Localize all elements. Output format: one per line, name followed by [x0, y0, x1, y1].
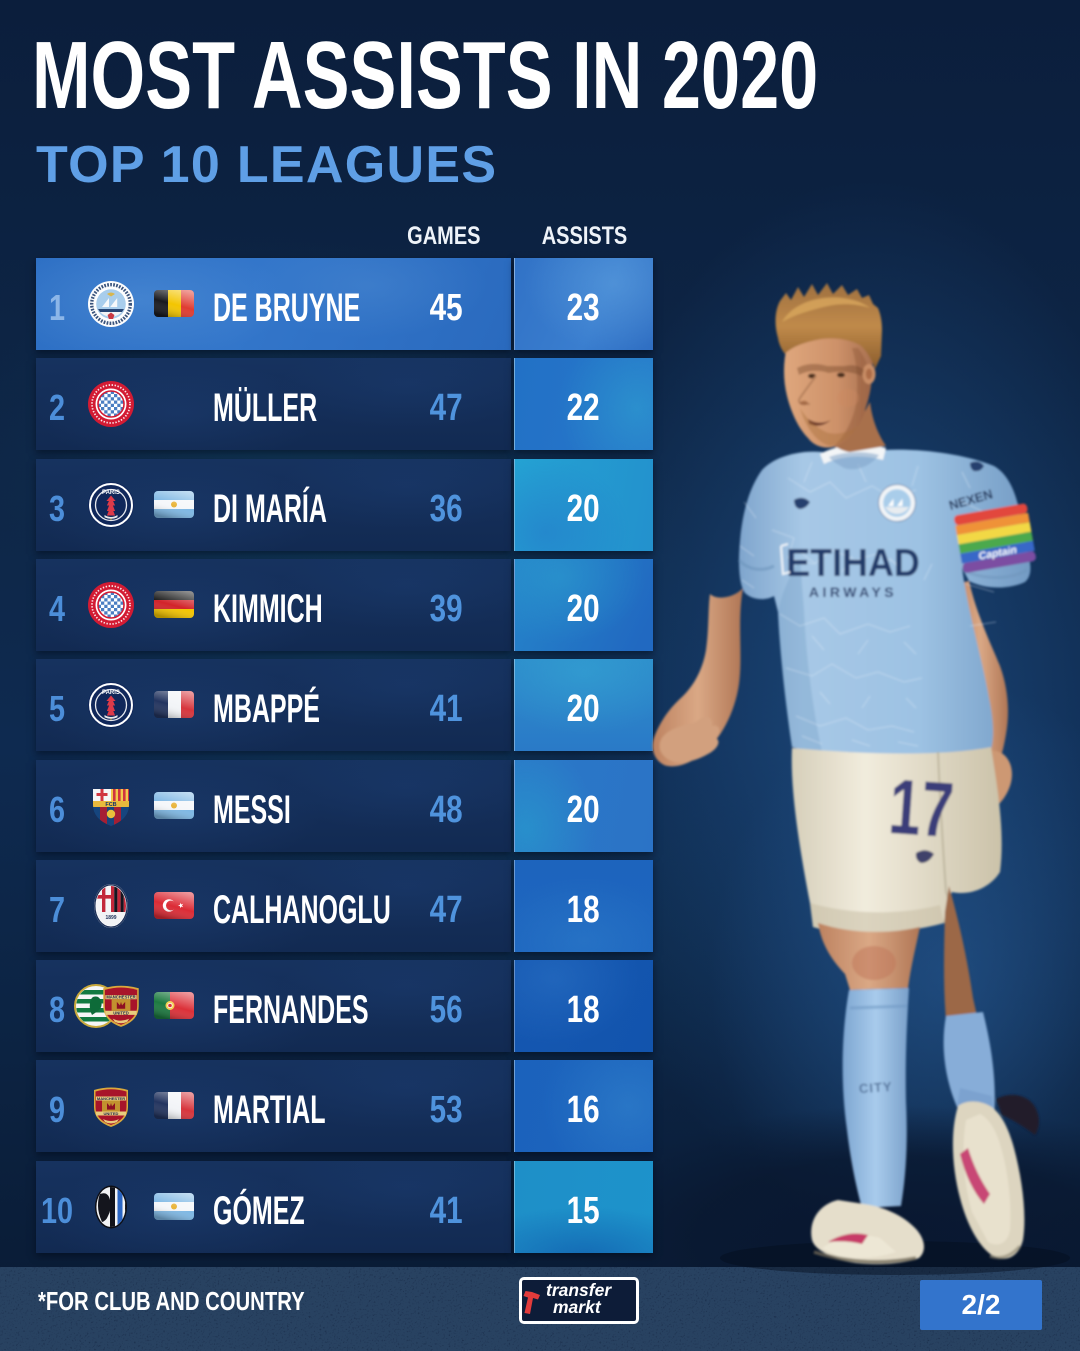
svg-text:ETIHAD: ETIHAD [786, 541, 920, 585]
svg-text:AIRWAYS: AIRWAYS [809, 584, 897, 600]
svg-text:transfer: transfer [546, 1280, 612, 1300]
svg-text:17: 17 [886, 762, 956, 854]
svg-text:markt: markt [553, 1297, 602, 1317]
svg-text:CITY: CITY [858, 1079, 893, 1096]
